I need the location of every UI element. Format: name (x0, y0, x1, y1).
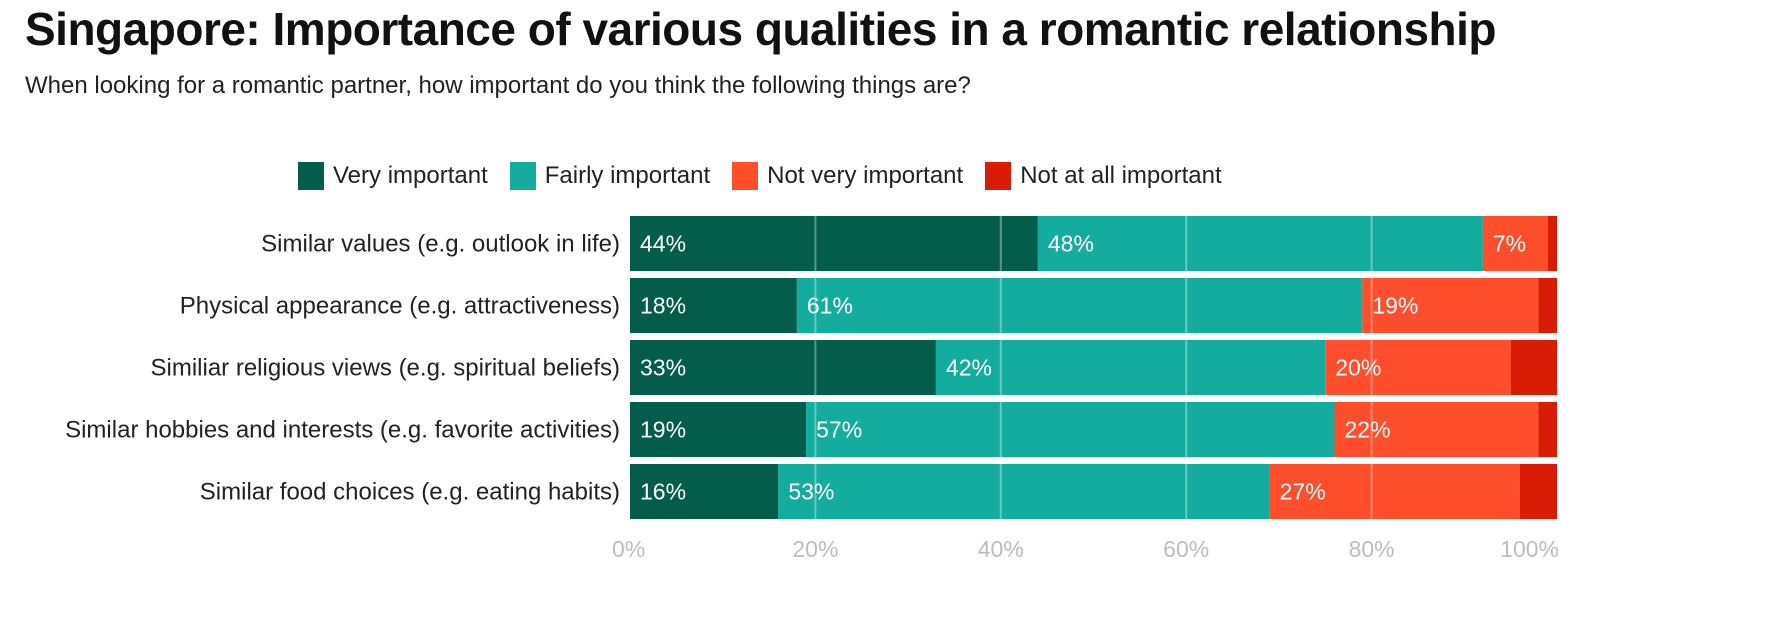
category-label-4: Similar hobbies and interests (e.g. favo… (65, 417, 620, 444)
bar-fairly-important-1 (1037, 216, 1483, 271)
legend-label-very-important: Very important (333, 162, 488, 189)
bar-fairly-important-5 (778, 464, 1270, 519)
bar-very-important-4 (630, 402, 807, 457)
data-label-fairly-important-1: 48% (1048, 231, 1094, 257)
data-label-fairly-important-5: 53% (788, 479, 834, 505)
legend-swatch-not-at-all-important (985, 162, 1012, 190)
bar-fairly-important-3 (935, 340, 1326, 395)
bar-not-very-important-2 (1362, 278, 1539, 333)
legend-item-fairly-important: Fairly important (509, 162, 711, 190)
chart-subtitle: When looking for a romantic partner, how… (25, 72, 971, 99)
data-label-very-important-4: 19% (640, 417, 686, 443)
data-label-not-very-important-1: 7% (1493, 231, 1526, 257)
bar-not-at-all-important-4 (1538, 402, 1557, 457)
x-tick-label-20-percent: 20% (792, 536, 838, 562)
x-tick-label-80-percent: 80% (1349, 536, 1395, 562)
bar-not-at-all-important-2 (1538, 278, 1557, 333)
bar-not-very-important-4 (1334, 402, 1539, 457)
data-label-fairly-important-3: 42% (946, 355, 992, 381)
legend-label-not-very-important: Not very important (767, 162, 964, 189)
data-label-fairly-important-4: 57% (816, 417, 862, 443)
data-label-very-important-3: 33% (640, 355, 686, 381)
bar-not-at-all-important-3 (1510, 340, 1557, 395)
legend-label-not-at-all-important: Not at all important (1020, 162, 1222, 189)
data-label-not-very-important-4: 22% (1345, 417, 1391, 443)
legend-item-not-at-all-important: Not at all important (985, 162, 1222, 190)
legend-label-fairly-important: Fairly important (544, 162, 711, 189)
category-label-1: Similar values (e.g. outlook in life) (261, 231, 620, 258)
data-label-not-very-important-2: 19% (1372, 293, 1418, 319)
data-label-very-important-1: 44% (640, 231, 686, 257)
data-label-not-very-important-5: 27% (1280, 479, 1326, 505)
bar-very-important-5 (630, 464, 779, 519)
data-label-very-important-5: 16% (640, 479, 686, 505)
x-tick-label-100-percent: 100% (1500, 536, 1559, 562)
data-label-very-important-2: 18% (640, 293, 686, 319)
bar-fairly-important-4 (806, 402, 1335, 457)
x-tick-label-40-percent: 40% (978, 536, 1024, 562)
bar-not-very-important-3 (1325, 340, 1511, 395)
bar-very-important-1 (630, 216, 1038, 271)
data-label-fairly-important-2: 61% (807, 293, 853, 319)
legend-swatch-not-very-important (732, 162, 759, 190)
x-tick-label-0-percent: 0% (612, 536, 645, 562)
bar-very-important-3 (630, 340, 936, 395)
chart-legend: Very important Fairly important Not very… (298, 160, 1222, 192)
category-label-3: Similiar religious views (e.g. spiritual… (151, 355, 621, 382)
bar-very-important-2 (630, 278, 797, 333)
category-label-2: Physical appearance (e.g. attractiveness… (180, 293, 620, 320)
bar-not-at-all-important-1 (1547, 216, 1557, 271)
category-label-5: Similar food choices (e.g. eating habits… (200, 479, 620, 506)
bar-fairly-important-2 (796, 278, 1363, 333)
legend-swatch-very-important (298, 162, 324, 190)
x-tick-label-60-percent: 60% (1163, 536, 1209, 562)
legend-item-not-very-important: Not very important (732, 162, 963, 190)
legend-item-very-important: Very important (298, 162, 488, 190)
bar-not-at-all-important-5 (1519, 464, 1557, 519)
legend-swatch-fairly-important (509, 162, 536, 190)
bar-not-very-important-5 (1269, 464, 1520, 519)
data-label-not-very-important-3: 20% (1335, 355, 1381, 381)
chart-title: Singapore: Importance of various qualiti… (25, 3, 1497, 55)
bar-not-very-important-1 (1482, 216, 1548, 271)
